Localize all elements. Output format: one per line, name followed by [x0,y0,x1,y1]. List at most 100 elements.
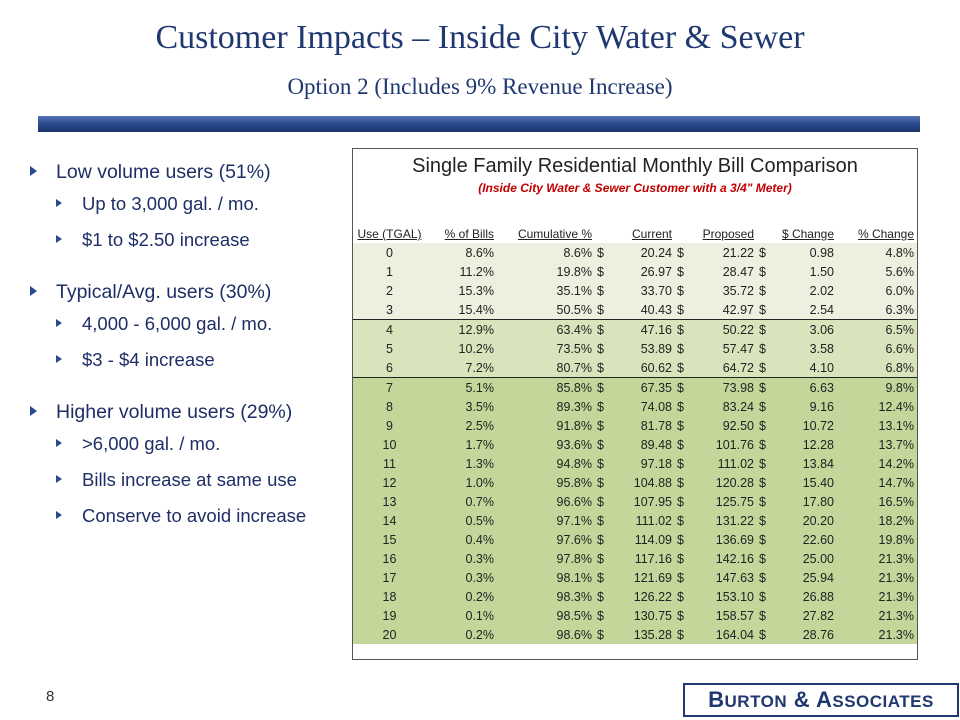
table-cell: 5.1% [429,377,497,397]
table-row: 16 0.3% 97.8% $117.16 $142.16 $25.00 21.3% [353,549,917,568]
table-cell: $3.58 [757,339,837,358]
table-body: 0 8.6% 8.6% $20.24 $21.22 $0.98 4.8% 1 11.2% 19.8… [353,243,917,644]
table-cell: $12.28 [757,435,837,454]
table-cell: 8.6% [497,243,595,262]
bullet-typical-users: Typical/Avg. users (30%) [30,278,350,306]
table-cell: 0.2% [429,625,497,644]
table-row: 5 10.2% 73.5% $53.89 $57.47 $3.58 6.6% [353,339,917,358]
table-cell: 0.3% [429,568,497,587]
table-cell: 21.3% [837,549,917,568]
table-cell: 7 [353,377,429,397]
table-cell: 0.7% [429,492,497,511]
table-cell: $0.98 [757,243,837,262]
table-cell: 1 [353,262,429,281]
table-row: 8 3.5% 89.3% $74.08 $83.24 $9.16 12.4% [353,397,917,416]
table-cell: $83.24 [675,397,757,416]
table-cell: $17.80 [757,492,837,511]
table-cell: $50.22 [675,319,757,339]
table-cell: $3.06 [757,319,837,339]
table-cell: $135.28 [595,625,675,644]
table-cell: 4 [353,319,429,339]
table-cell: 11.2% [429,262,497,281]
table-cell: 1.3% [429,454,497,473]
table-cell: $26.88 [757,587,837,606]
table-cell: 8 [353,397,429,416]
bullet-arrow-icon [56,439,62,447]
table-cell: $125.75 [675,492,757,511]
table-cell: 96.6% [497,492,595,511]
table-row: 7 5.1% 85.8% $67.35 $73.98 $6.63 9.8% [353,377,917,397]
table-cell: 10 [353,435,429,454]
table-cell: $142.16 [675,549,757,568]
table-cell: 80.7% [497,358,595,378]
table-cell: 9.8% [837,377,917,397]
column-header: Current [595,225,675,243]
table-cell: $35.72 [675,281,757,300]
table-cell: 15.3% [429,281,497,300]
table-cell: $111.02 [595,511,675,530]
table-cell: $153.10 [675,587,757,606]
table-cell: $15.40 [757,473,837,492]
bullet-list: Low volume users (51%) Up to 3,000 gal. … [30,158,350,540]
table-cell: $2.02 [757,281,837,300]
table-cell: $67.35 [595,377,675,397]
table-cell: 63.4% [497,319,595,339]
table-row: 17 0.3% 98.1% $121.69 $147.63 $25.94 21.3% [353,568,917,587]
table-cell: 85.8% [497,377,595,397]
table-cell: $92.50 [675,416,757,435]
table-cell: $40.43 [595,300,675,320]
bullet-arrow-icon [56,319,62,327]
table-row: 14 0.5% 97.1% $111.02 $131.22 $20.20 18.2% [353,511,917,530]
table-cell: $6.63 [757,377,837,397]
table-cell: $64.72 [675,358,757,378]
table-cell: $22.60 [757,530,837,549]
table-cell: 0.1% [429,606,497,625]
table-row: 20 0.2% 98.6% $135.28 $164.04 $28.76 21.3% [353,625,917,644]
table-cell: 21.3% [837,606,917,625]
table-cell: $164.04 [675,625,757,644]
table-cell: $25.00 [757,549,837,568]
bullet-arrow-icon [56,199,62,207]
table-cell: 0.5% [429,511,497,530]
table-cell: $28.47 [675,262,757,281]
table-cell: 13 [353,492,429,511]
table-cell: 94.8% [497,454,595,473]
table-cell: 19.8% [497,262,595,281]
table-cell: 14.2% [837,454,917,473]
table-row: 15 0.4% 97.6% $114.09 $136.69 $22.60 19.8% [353,530,917,549]
sub-bullet: $3 - $4 increase [30,348,350,372]
table-cell: 89.3% [497,397,595,416]
table-cell: 18.2% [837,511,917,530]
table-cell: 13.1% [837,416,917,435]
table-cell: $57.47 [675,339,757,358]
table-cell: 5 [353,339,429,358]
table-cell: $9.16 [757,397,837,416]
table-cell: $27.82 [757,606,837,625]
table-cell: 1.0% [429,473,497,492]
slide-subtitle: Option 2 (Includes 9% Revenue Increase) [287,74,673,99]
table-cell: 5.6% [837,262,917,281]
table-cell: $114.09 [595,530,675,549]
table-cell: 98.1% [497,568,595,587]
table-cell: $28.76 [757,625,837,644]
table-cell: 35.1% [497,281,595,300]
table-cell: 6.5% [837,319,917,339]
table-cell: $117.16 [595,549,675,568]
bill-comparison-table: Use (TGAL) % of Bills Cumulative % Curre… [353,225,917,644]
table-row: 3 15.4% 50.5% $40.43 $42.97 $2.54 6.3% [353,300,917,320]
bullet-arrow-icon [30,406,37,416]
table-cell: 0.4% [429,530,497,549]
title-divider-bar [38,116,920,132]
table-cell: $158.57 [675,606,757,625]
table-cell: 10.2% [429,339,497,358]
table-cell: $10.72 [757,416,837,435]
table-cell: 0.3% [429,549,497,568]
table-cell: 7.2% [429,358,497,378]
table-cell: 3 [353,300,429,320]
table-cell: 12.4% [837,397,917,416]
table-row: 6 7.2% 80.7% $60.62 $64.72 $4.10 6.8% [353,358,917,378]
table-cell: 18 [353,587,429,606]
table-cell: $25.94 [757,568,837,587]
table-cell: 19.8% [837,530,917,549]
bullet-low-volume: Low volume users (51%) [30,158,350,186]
